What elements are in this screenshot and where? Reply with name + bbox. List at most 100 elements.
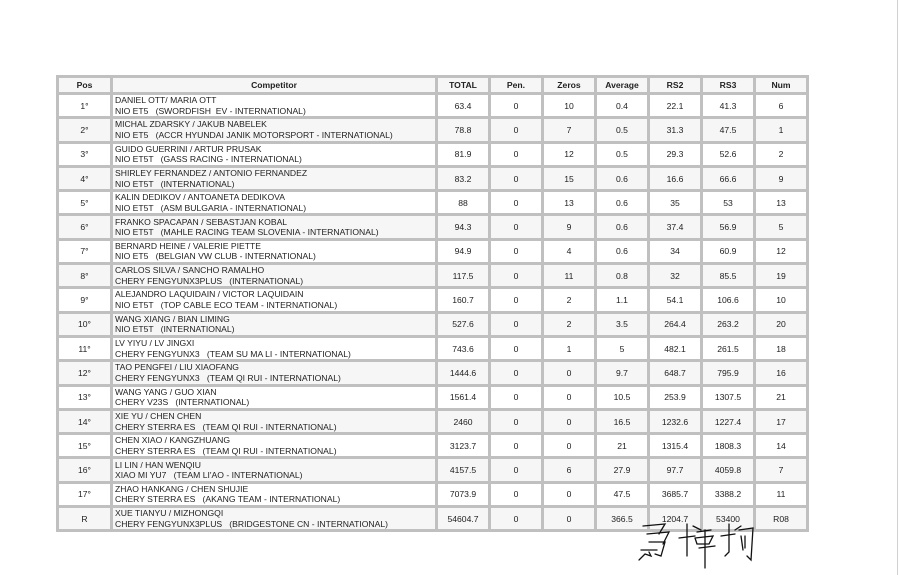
average-cell: 47.5 [597, 483, 647, 506]
average-cell: 0.6 [597, 167, 647, 190]
pos-cell: 8° [59, 265, 110, 287]
rs2-cell: 32 [650, 265, 700, 287]
rs3-cell: 1808.3 [703, 435, 753, 457]
rs3-cell: 60.9 [703, 240, 753, 263]
crew-names: FRANKO SPACAPAN / SEBASTJAN KOBAL [115, 216, 288, 227]
competitor-cell: XUE TIANYU / MIZHONGQI CHERY FENGYUNX3PLU… [113, 508, 435, 530]
table-row: 17° ZHAO HANKANG / CHEN SHUJIE CHERY STERR… [59, 483, 806, 506]
column-header-zeros: Zeros [544, 78, 594, 92]
competitor-cell: TAO PENGFEI / LIU XIAOFANG CHERY FENGYUNX… [113, 362, 435, 384]
car-team: CHERY STERRA ES (TEAM QI RUI - INTERNATI… [115, 445, 337, 456]
rs3-cell: 66.6 [703, 167, 753, 190]
pos-cell: 10° [59, 313, 110, 335]
column-header-pos: Pos [59, 78, 110, 92]
crew-names: ALEJANDRO LAQUIDAIN / VICTOR LAQUIDAIN [115, 289, 304, 300]
total-cell: 54604.7 [438, 508, 488, 530]
column-header-rs3: RS3 [703, 78, 753, 92]
table-row: 7° BERNARD HEINE / VALERIE PIETTE NIO ET5 … [59, 240, 806, 263]
total-cell: 743.6 [438, 337, 488, 360]
zeros-cell: 4 [544, 240, 594, 263]
rs2-cell: 35 [650, 192, 700, 214]
pen-cell: 0 [491, 216, 541, 238]
pen-cell: 0 [491, 459, 541, 481]
pos-cell: 14° [59, 410, 110, 433]
zeros-cell: 12 [544, 143, 594, 165]
rs2-cell: 22.1 [650, 95, 700, 117]
crew-names: WANG XIANG / BIAN LIMING [115, 313, 230, 324]
average-cell: 0.6 [597, 192, 647, 214]
total-cell: 117.5 [438, 265, 488, 287]
pen-cell: 0 [491, 289, 541, 311]
car-team: NIO ET5T (MAHLE RACING TEAM SLOVENIA - I… [115, 227, 379, 238]
pos-cell: 15° [59, 435, 110, 457]
rs2-cell: 3685.7 [650, 483, 700, 506]
num-cell: 11 [756, 483, 806, 506]
car-team: CHERY FENGYUNX3 (TEAM QI RUI - INTERNATI… [115, 372, 341, 383]
pos-cell: 17° [59, 483, 110, 506]
average-cell: 0.6 [597, 216, 647, 238]
rs3-cell: 53400 [703, 508, 753, 530]
total-cell: 78.8 [438, 119, 488, 141]
column-header-pen: Pen. [491, 78, 541, 92]
pos-cell: 2° [59, 119, 110, 141]
num-cell: 21 [756, 386, 806, 408]
column-header-average: Average [597, 78, 647, 92]
car-team: CHERY STERRA ES (AKANG TEAM - INTERNATIO… [115, 494, 341, 505]
competitor-cell: ALEJANDRO LAQUIDAIN / VICTOR LAQUIDAIN NI… [113, 289, 435, 311]
car-team: NIO ET5T (GASS RACING - INTERNATIONAL) [115, 154, 302, 165]
zeros-cell: 0 [544, 386, 594, 408]
rs3-cell: 1227.4 [703, 410, 753, 433]
zeros-cell: 15 [544, 167, 594, 190]
total-cell: 88 [438, 192, 488, 214]
zeros-cell: 6 [544, 459, 594, 481]
rs3-cell: 1307.5 [703, 386, 753, 408]
crew-names: WANG YANG / GUO XIAN [115, 386, 217, 397]
average-cell: 0.6 [597, 240, 647, 263]
pen-cell: 0 [491, 143, 541, 165]
car-team: CHERY STERRA ES (TEAM QI RUI - INTERNATI… [115, 421, 337, 432]
pos-cell: R [59, 508, 110, 530]
table-row: 10° WANG XIANG / BIAN LIMING NIO ET5T (INT… [59, 313, 806, 335]
pen-cell: 0 [491, 240, 541, 263]
rs3-cell: 52.6 [703, 143, 753, 165]
total-cell: 94.3 [438, 216, 488, 238]
num-cell: R08 [756, 508, 806, 530]
table-row: 9° ALEJANDRO LAQUIDAIN / VICTOR LAQUIDAIN… [59, 289, 806, 311]
zeros-cell: 0 [544, 362, 594, 384]
rs2-cell: 1315.4 [650, 435, 700, 457]
zeros-cell: 0 [544, 410, 594, 433]
crew-names: ZHAO HANKANG / CHEN SHUJIE [115, 483, 249, 494]
num-cell: 1 [756, 119, 806, 141]
crew-names: MICHAL ZDARSKY / JAKUB NABELEK [115, 119, 267, 130]
competitor-cell: XIE YU / CHEN CHEN CHERY STERRA ES (TEAM … [113, 410, 435, 433]
car-team: NIO ET5T (INTERNATIONAL) [115, 178, 235, 189]
average-cell: 21 [597, 435, 647, 457]
pen-cell: 0 [491, 167, 541, 190]
num-cell: 2 [756, 143, 806, 165]
crew-names: LV YIYU / LV JINGXI [115, 338, 195, 349]
pos-cell: 7° [59, 240, 110, 263]
competitor-cell: SHIRLEY FERNANDEZ / ANTONIO FERNANDEZ NIO… [113, 167, 435, 190]
table-row: 16° LI LIN / HAN WENQIU XIAO MI YU7 (TEAM … [59, 459, 806, 481]
pen-cell: 0 [491, 483, 541, 506]
rs3-cell: 47.5 [703, 119, 753, 141]
zeros-cell: 10 [544, 95, 594, 117]
num-cell: 7 [756, 459, 806, 481]
total-cell: 81.9 [438, 143, 488, 165]
average-cell: 27.9 [597, 459, 647, 481]
zeros-cell: 0 [544, 508, 594, 530]
column-header-total: TOTAL [438, 78, 488, 92]
table-row: 15° CHEN XIAO / KANGZHUANG CHERY STERRA ES… [59, 435, 806, 457]
header-row: Pos Competitor TOTAL Pen. Zeros Average RS2 RS3… [59, 78, 806, 92]
handwritten-signature [638, 523, 754, 569]
rs3-cell: 53 [703, 192, 753, 214]
results-table: Pos Competitor TOTAL Pen. Zeros Average RS2 RS3… [56, 75, 809, 533]
competitor-cell: MICHAL ZDARSKY / JAKUB NABELEK NIO ET5 (A… [113, 119, 435, 141]
rs3-cell: 85.5 [703, 265, 753, 287]
pos-cell: 6° [59, 216, 110, 238]
pos-cell: 5° [59, 192, 110, 214]
page-edge [897, 0, 898, 575]
average-cell: 0.8 [597, 265, 647, 287]
rs2-cell: 648.7 [650, 362, 700, 384]
competitor-cell: GUIDO GUERRINI / ARTUR PRUSAK NIO ET5T (G… [113, 143, 435, 165]
